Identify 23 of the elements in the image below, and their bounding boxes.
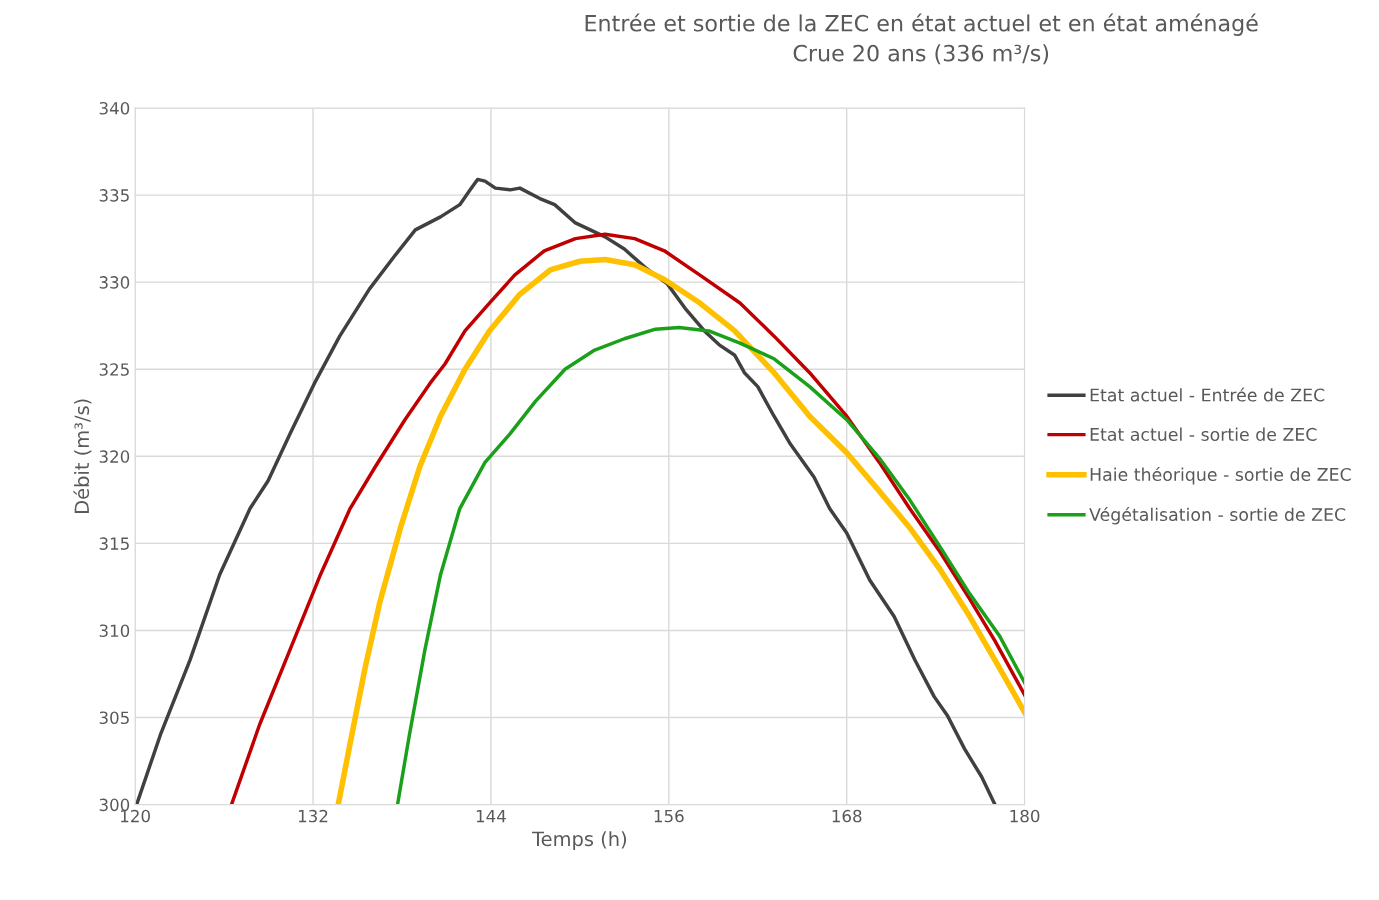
y-axis-title: Débit (m³/s) bbox=[73, 399, 92, 513]
x-tick-label: 156 bbox=[654, 809, 684, 823]
legend-label: Végétalisation - sortie de ZEC bbox=[1089, 506, 1346, 525]
line-series bbox=[395, 325, 1025, 805]
y-tick-label: 325 bbox=[99, 363, 129, 376]
x-tick-label: 168 bbox=[832, 809, 862, 823]
y-tick-label: 320 bbox=[99, 450, 130, 463]
y-tick-label: 335 bbox=[99, 189, 129, 202]
x-tick-label: 144 bbox=[476, 809, 506, 823]
legend-label: Haie théorique - sortie de ZEC bbox=[1090, 466, 1351, 485]
legend-label: Etat actuel - sortie de ZEC bbox=[1090, 427, 1317, 441]
x-tick-label: 132 bbox=[298, 809, 328, 823]
y-tick-label: 330 bbox=[99, 276, 130, 289]
y-tick-label: 310 bbox=[99, 624, 130, 638]
x-tick-label: 180 bbox=[1010, 809, 1040, 823]
y-tick-label: 305 bbox=[99, 711, 129, 725]
y-tick-label: 315 bbox=[99, 537, 129, 550]
line-series bbox=[135, 177, 997, 805]
line-series bbox=[229, 232, 1025, 805]
legend-label: Etat actuel - Entrée de ZEC bbox=[1090, 387, 1325, 402]
chart-title: Entrée et sortie de la ZEC en état actuel et en état aménagé Crue 20 ans (336 m³/s) bbox=[585, 13, 1258, 65]
x-axis-title: Temps (h) bbox=[532, 831, 627, 850]
y-tick-label: 340 bbox=[99, 101, 130, 115]
